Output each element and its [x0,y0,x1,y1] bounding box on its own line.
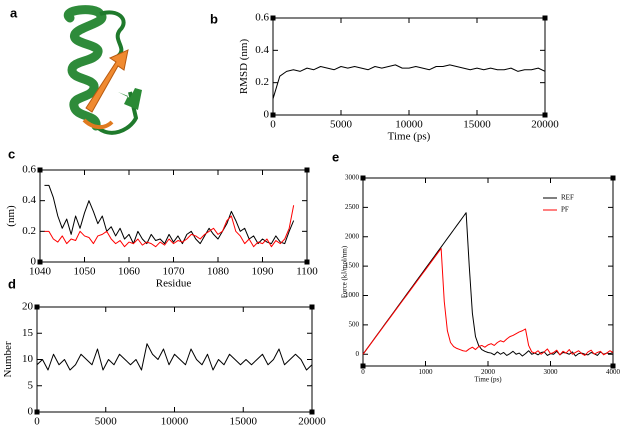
y-axis-label: (nm) [5,205,17,227]
y-tick-label: 15 [22,327,34,339]
x-axis-label: Residue [156,278,192,290]
x-tick-label: 0 [34,415,40,427]
x-axis-label: Time (ps) [474,376,502,384]
data-line [44,205,295,248]
y-tick-label: 0.6 [22,164,36,176]
y-tick-label: 2000 [345,232,360,240]
x-tick-label: 2000 [481,368,496,376]
y-tick-label: 0.4 [255,44,269,56]
panel-letter: b [210,11,218,26]
y-axis-label: Number [2,341,14,377]
y-tick-label: 0.6 [255,12,269,24]
y-tick-label: 5 [28,379,34,391]
x-tick-label: 1070 [163,265,186,277]
y-tick-label: 0 [31,256,37,268]
y-tick-label: 0.4 [22,194,36,206]
plot-frame [362,177,614,367]
data-line [272,64,546,99]
data-line [44,184,295,245]
x-tick-label: 3000 [544,368,559,376]
x-tick-label: 1060 [118,265,141,277]
panel-letter: d [8,276,16,291]
data-line [362,212,614,357]
x-axis-label: Time (ps) [388,131,431,143]
x-tick-label: 4000 [606,368,621,376]
protein-cartoon [63,5,142,135]
y-tick-label: 2500 [345,203,360,211]
x-tick-label: 15000 [463,118,491,130]
y-tick-label: 0 [356,350,360,358]
x-tick-label: 1040 [29,265,52,277]
legend-label: PF [561,206,569,214]
y-tick-label: 1000 [345,291,360,299]
y-tick-label: 10 [22,353,34,365]
x-tick-label: 1100 [296,265,318,277]
x-tick-label: 1000 [419,368,434,376]
y-tick-label: 20 [22,301,34,313]
y-tick-label: 0 [264,109,270,121]
data-line [36,343,313,371]
y-tick-label: 3000 [345,174,360,182]
x-tick-label: 0 [361,368,365,376]
x-tick-label: 5000 [95,415,118,427]
y-axis-label: Force (kJ/mol/nm) [340,245,348,298]
panel-letter: c [8,146,15,161]
x-tick-label: 15000 [230,415,258,427]
x-tick-label: 1080 [207,265,230,277]
y-tick-label: 500 [349,320,360,328]
x-tick-label: 10000 [161,415,189,427]
x-tick-label: 20000 [298,415,326,427]
data-line [362,248,614,356]
x-tick-label: 0 [270,118,276,130]
panel-letter: e [332,149,339,164]
x-tick-label: 5000 [330,118,353,130]
panel-letter: a [10,5,18,20]
legend-label: REF [561,194,574,202]
x-tick-label: 1050 [74,265,97,277]
y-tick-label: 1500 [345,262,360,270]
plot-frame [272,17,546,116]
x-tick-label: 10000 [395,118,423,130]
plot-frame [39,169,308,263]
y-tick-label: 0.2 [22,225,36,237]
x-tick-label: 1090 [252,265,275,277]
x-tick-label: 20000 [531,118,559,130]
y-tick-label: 0.2 [255,76,269,88]
y-axis-label: RMSD (nm) [238,39,250,95]
y-tick-label: 0 [28,406,34,418]
